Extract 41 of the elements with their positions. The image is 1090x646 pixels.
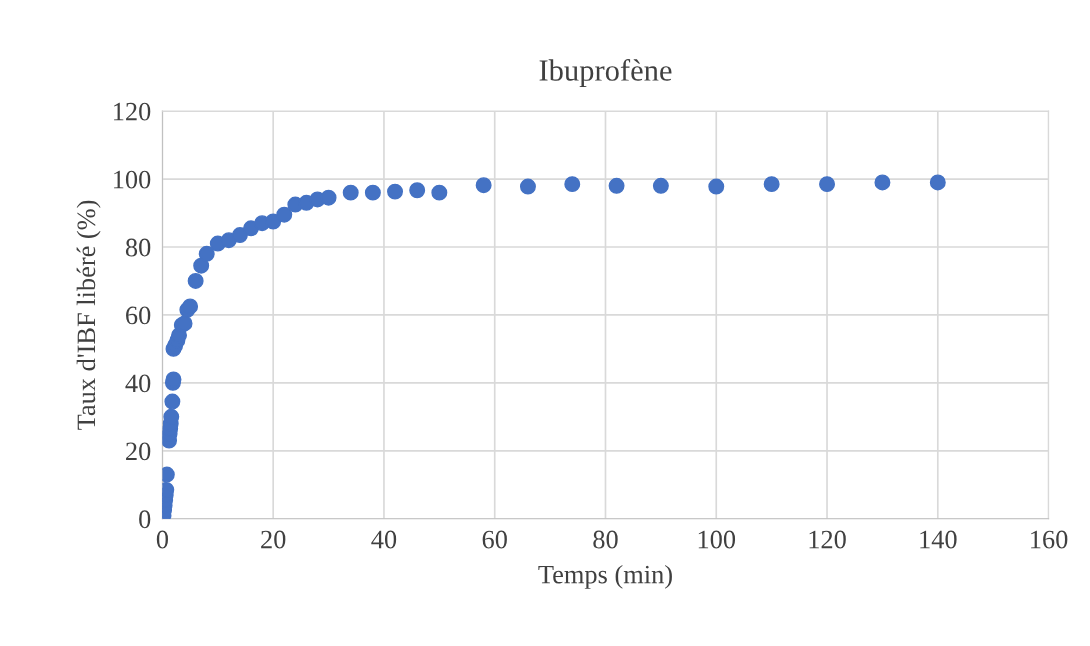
point [187,272,204,289]
point [874,174,891,191]
y-tick-label: 120 [114,102,151,121]
x-axis-title: Temps (min) [538,564,672,589]
x-tick-label: 0 [156,530,168,549]
point [231,227,248,244]
x-tick-label: 140 [920,530,957,549]
point [475,177,492,194]
y-tick-label: 20 [126,442,151,461]
y-axis-title: Taux d'IBF libéré (%) [76,200,101,430]
x-tick-label: 40 [371,530,397,549]
x-tick-label: 80 [593,530,618,549]
point [198,245,215,262]
y-tick-label: 0 [139,510,151,529]
y-tick-label: 80 [125,238,151,257]
point [564,176,581,193]
point [364,184,381,201]
y-tick-label: 60 [126,306,151,325]
point [519,178,536,195]
x-tick-label: 60 [482,530,507,549]
point [708,178,725,195]
x-tick-label: 20 [261,530,286,549]
chart-title: Ibuprofène [539,59,672,88]
point [652,177,669,194]
point [193,257,210,274]
point [763,176,780,193]
point [320,189,337,206]
x-tick-label: 100 [698,530,736,549]
x-tick-label: 160 [1031,530,1068,549]
point [387,183,404,200]
point [164,393,181,410]
point [342,184,359,201]
y-tick-label: 40 [125,374,151,393]
point [608,177,625,194]
point [929,174,946,191]
point [276,206,293,223]
point [819,176,836,193]
x-tick-label: 120 [809,530,846,549]
point [431,184,448,201]
y-tick-label: 100 [114,170,151,189]
point [409,182,426,199]
